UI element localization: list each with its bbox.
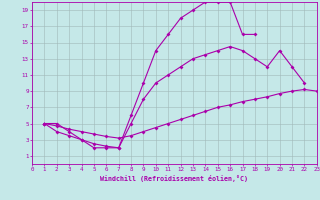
X-axis label: Windchill (Refroidissement éolien,°C): Windchill (Refroidissement éolien,°C) [100, 175, 248, 182]
